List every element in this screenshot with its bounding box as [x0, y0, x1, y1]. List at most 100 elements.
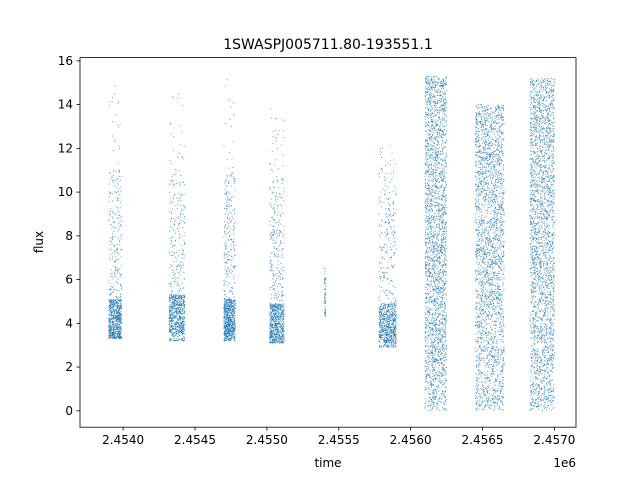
data-point: [431, 244, 433, 246]
data-point: [384, 231, 386, 234]
data-point: [223, 307, 225, 309]
data-point: [178, 223, 180, 225]
data-point: [271, 286, 273, 288]
data-point: [227, 321, 229, 323]
data-point: [425, 374, 427, 376]
data-point: [278, 271, 280, 273]
data-point: [230, 308, 232, 310]
data-point: [269, 316, 271, 319]
data-point: [117, 315, 119, 317]
data-point: [275, 309, 277, 311]
data-point: [442, 244, 444, 246]
data-point: [118, 187, 120, 189]
data-point: [231, 315, 233, 317]
data-point: [173, 302, 175, 304]
data-point: [271, 315, 273, 318]
data-point: [179, 270, 181, 272]
data-point: [225, 293, 227, 295]
data-point: [112, 239, 114, 241]
data-point: [390, 291, 392, 294]
data-point: [110, 314, 112, 316]
data-point: [224, 329, 227, 332]
data-point: [270, 231, 272, 233]
data-point: [110, 208, 112, 210]
data-point: [433, 164, 435, 166]
data-point: [108, 323, 110, 325]
data-point: [388, 298, 390, 300]
data-point: [115, 276, 117, 278]
data-point: [174, 299, 176, 301]
data-point: [392, 338, 394, 340]
data-point: [229, 323, 231, 326]
data-point: [120, 302, 122, 304]
data-point: [180, 295, 182, 297]
data-point: [379, 346, 381, 348]
data-point: [384, 303, 386, 305]
data-point: [424, 314, 426, 316]
data-point: [169, 230, 171, 232]
data-point: [117, 278, 119, 280]
data-point: [394, 313, 396, 315]
data-point: [269, 220, 271, 222]
data-point: [380, 168, 383, 170]
data-point: [178, 226, 180, 228]
data-point: [120, 201, 122, 203]
data-point: [226, 308, 229, 310]
data-point: [280, 240, 282, 242]
data-point: [272, 229, 274, 231]
data-point: [382, 233, 384, 235]
data-point: [269, 235, 271, 237]
data-point: [387, 215, 389, 217]
data-point: [272, 216, 274, 218]
data-point: [391, 320, 393, 322]
data-point: [173, 275, 175, 277]
data-point: [282, 130, 284, 132]
data-point: [225, 247, 228, 249]
data-point: [269, 260, 271, 262]
data-point: [273, 274, 275, 276]
data-point: [178, 169, 180, 172]
data-point: [181, 299, 183, 301]
data-point: [170, 202, 172, 204]
data-point: [172, 316, 174, 318]
data-point: [387, 233, 389, 235]
data-point: [444, 401, 447, 403]
data-point: [114, 327, 116, 329]
data-point: [279, 305, 281, 307]
data-point: [383, 334, 386, 336]
data-point: [385, 236, 387, 238]
data-point: [395, 248, 397, 250]
data-point: [378, 213, 380, 215]
data-point: [172, 335, 174, 337]
data-point: [324, 273, 326, 275]
data-point: [273, 316, 275, 318]
data-point: [278, 342, 280, 344]
data-point: [223, 331, 225, 333]
data-point: [276, 333, 278, 335]
data-point: [230, 221, 232, 223]
data-point: [394, 244, 396, 246]
data-point: [180, 331, 183, 333]
data-point: [171, 237, 173, 239]
data-point: [115, 256, 117, 258]
data-point: [110, 302, 112, 304]
data-point: [119, 308, 121, 310]
data-point: [384, 193, 386, 196]
data-point: [234, 324, 236, 326]
data-point: [382, 318, 384, 320]
data-point: [175, 332, 178, 334]
data-point: [184, 278, 186, 280]
data-point: [121, 306, 123, 308]
data-point: [273, 208, 276, 211]
data-point: [108, 336, 110, 338]
data-point: [223, 236, 225, 238]
data-point: [225, 185, 227, 187]
data-point: [234, 254, 236, 256]
data-point: [276, 324, 278, 327]
data-point: [174, 205, 176, 207]
data-point: [113, 304, 115, 306]
data-point: [114, 138, 116, 140]
data-point: [392, 314, 394, 317]
data-point: [115, 304, 117, 307]
data-point: [232, 240, 234, 242]
